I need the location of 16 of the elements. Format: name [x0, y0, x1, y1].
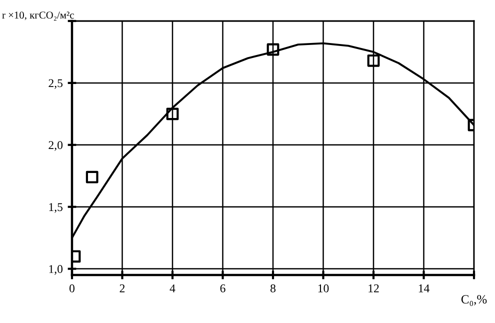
- x-tick-label: 4: [170, 284, 176, 292]
- point: [166, 108, 179, 120]
- x-tick-label: 14: [418, 284, 430, 292]
- y-tick-label: 1,0: [49, 265, 63, 275]
- y-axis-title: r ×10, кгCO₂/м²с: [2, 12, 74, 21]
- x-tick-label: 0: [70, 284, 74, 292]
- y-tick-label: 2,5: [48, 79, 63, 89]
- y-tick-label: 1,5: [49, 203, 63, 213]
- x-tick-label: 2: [120, 284, 125, 292]
- x-tick-label: 12: [368, 284, 379, 292]
- x-tick-label: 10: [318, 284, 329, 292]
- x-tick-label: 8: [270, 284, 276, 292]
- y-tick-label: 2,0: [48, 141, 63, 151]
- x-tick-label: 6: [220, 284, 226, 292]
- x-axis-title: C₀,%: [461, 295, 487, 306]
- point: [266, 43, 280, 56]
